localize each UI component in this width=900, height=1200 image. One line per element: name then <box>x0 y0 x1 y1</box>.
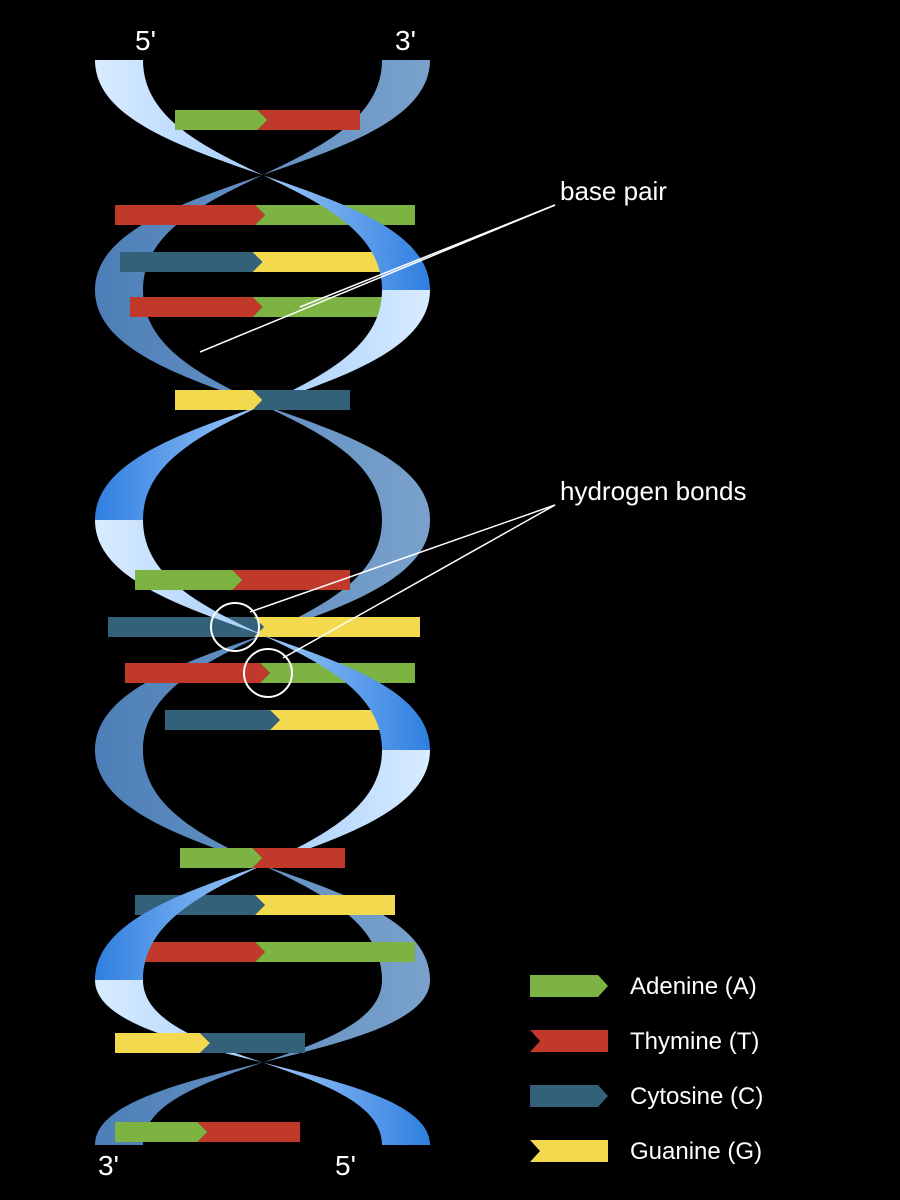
legend-swatch-thymine <box>530 1030 608 1052</box>
legend-swatch-adenine <box>530 975 608 997</box>
base-thymine <box>233 570 351 590</box>
base-thymine <box>115 205 265 225</box>
base-adenine <box>175 110 268 130</box>
end-label-top_left: 5' <box>135 25 156 56</box>
hydrogen-bonds-label: hydrogen bonds <box>560 476 746 506</box>
base-guanine <box>115 1033 210 1053</box>
base-adenine <box>135 570 243 590</box>
base-guanine <box>175 390 263 410</box>
legend-swatch-cytosine <box>530 1085 608 1107</box>
legend-swatch-guanine <box>530 1140 608 1162</box>
end-label-bottom_right: 5' <box>335 1150 356 1181</box>
end-label-bottom_left: 3' <box>98 1150 119 1181</box>
base-pair-label: base pair <box>560 176 667 206</box>
base-adenine <box>255 942 415 962</box>
base-thymine <box>253 848 346 868</box>
base-cytosine <box>253 390 351 410</box>
base-thymine <box>198 1122 301 1142</box>
base-cytosine <box>165 710 280 730</box>
base-adenine <box>115 1122 208 1142</box>
base-guanine <box>255 895 395 915</box>
legend-label-guanine: Guanine (G) <box>630 1138 762 1165</box>
base-thymine <box>258 110 361 130</box>
base-cytosine <box>120 252 263 272</box>
legend-label-cytosine: Cytosine (C) <box>630 1083 763 1110</box>
base-adenine <box>180 848 263 868</box>
dna-diagram: base pair hydrogen bonds 5' 3' 3' 5' Adenine… <box>0 0 900 1200</box>
end-label-top_right: 3' <box>395 25 416 56</box>
base-thymine <box>125 663 270 683</box>
legend-label-adenine: Adenine (A) <box>630 973 757 1000</box>
legend-label-thymine: Thymine (T) <box>630 1028 759 1055</box>
base-cytosine <box>200 1033 305 1053</box>
base-thymine <box>130 297 263 317</box>
